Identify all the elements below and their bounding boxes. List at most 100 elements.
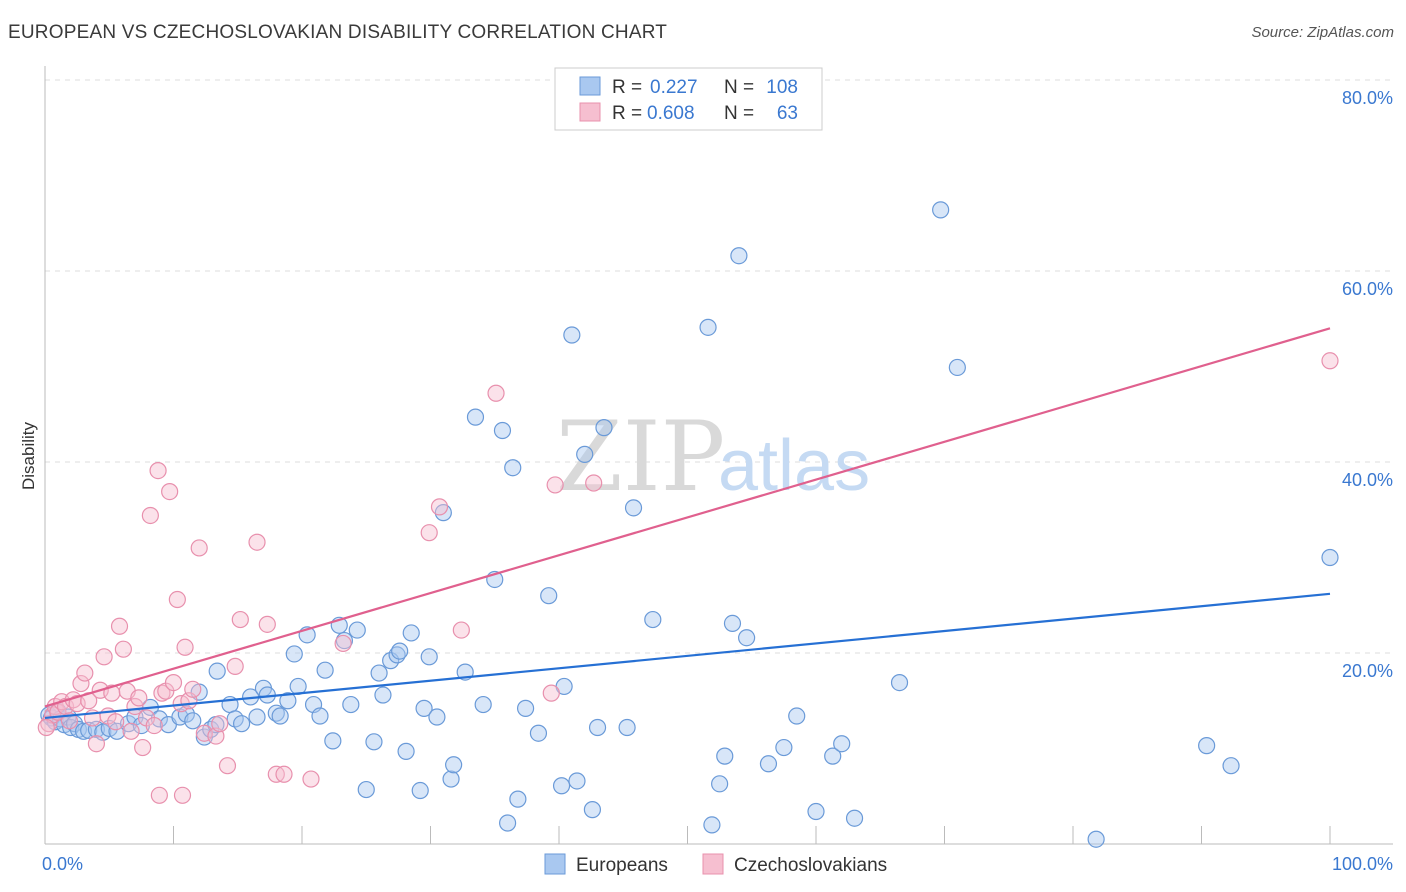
european-point — [499, 814, 517, 832]
european-point — [699, 318, 717, 336]
czechoslovakian-point — [161, 483, 179, 501]
legend-r-label: R = — [612, 103, 642, 124]
czechoslovakian-point — [420, 524, 438, 542]
legend-n-value: 108 — [766, 77, 798, 98]
legend-n-label: N = — [724, 77, 754, 98]
european-point — [342, 695, 360, 714]
european-point — [516, 699, 535, 717]
x-tick-label-min: 0.0% — [42, 854, 83, 874]
european-point — [474, 695, 492, 714]
czechoslovakians-swatch — [702, 853, 724, 875]
european-point — [624, 499, 643, 517]
european-point — [208, 662, 226, 680]
european-point — [397, 742, 415, 760]
european-point — [703, 816, 721, 834]
y-tick-label: 20.0% — [1342, 661, 1393, 681]
czechoslovakian-point — [275, 765, 293, 783]
european-point — [391, 642, 409, 660]
european-point — [711, 775, 729, 793]
czechoslovakian-point — [72, 674, 90, 693]
european-point — [420, 648, 438, 666]
european-point — [845, 809, 864, 827]
european-point — [493, 421, 512, 440]
czechoslovakians-trend-line — [44, 327, 1331, 708]
european-point — [285, 645, 303, 663]
chart-title: EUROPEAN VS CZECHOSLOVAKIAN DISABILITY C… — [8, 22, 668, 43]
watermark-atlas: atlas — [718, 426, 870, 506]
czechoslovakian-point — [110, 617, 129, 635]
european-point — [311, 707, 329, 725]
czechoslovakian-point — [546, 476, 564, 494]
european-point — [271, 707, 289, 725]
czechoslovakian-point — [173, 786, 192, 804]
european-point — [568, 772, 586, 790]
european-point — [415, 699, 433, 717]
european-point — [184, 712, 202, 730]
europeans-points — [40, 201, 1339, 848]
european-point — [759, 755, 778, 773]
european-point — [618, 718, 636, 737]
czechoslovakian-point — [145, 716, 163, 735]
czechoslovakian-point — [176, 638, 194, 656]
watermark-zip: ZIP — [556, 401, 725, 513]
european-point — [374, 686, 392, 704]
czechoslovakian-point — [248, 533, 266, 551]
series-legend: Europeans Czechoslovakians — [544, 853, 887, 876]
european-point — [576, 445, 594, 463]
czechoslovakian-point — [211, 715, 229, 733]
czechoslovakian-point — [218, 757, 237, 775]
czechoslovakian-point — [542, 684, 560, 702]
european-point — [324, 732, 342, 750]
legend-swatch-pink — [579, 102, 601, 122]
gridlines — [45, 79, 1393, 654]
european-point — [428, 708, 446, 726]
czechoslovakian-point — [76, 664, 94, 682]
european-point — [74, 722, 93, 740]
european-point — [177, 705, 195, 723]
european-point — [445, 756, 463, 774]
czechoslovakian-point — [107, 713, 125, 731]
czechoslovakian-point — [122, 722, 140, 740]
european-point — [509, 790, 527, 808]
czechoslovakian-point — [95, 648, 113, 666]
y-tick-label: 60.0% — [1342, 279, 1393, 299]
source-credit: Source: ZipAtlas.com — [1251, 24, 1394, 41]
european-point — [248, 708, 266, 726]
european-point — [948, 358, 966, 377]
european-point — [370, 664, 388, 682]
european-point — [504, 459, 522, 477]
european-point — [824, 747, 842, 765]
european-point — [788, 707, 806, 725]
czechoslovakian-point — [87, 735, 106, 753]
european-point — [563, 326, 581, 344]
czechoslovakian-point — [226, 657, 244, 675]
europeans-swatch — [544, 853, 566, 875]
europeans-trend-line — [44, 592, 1331, 720]
european-point — [233, 715, 251, 733]
legend-n-label: N = — [724, 103, 754, 124]
trend-lines — [44, 327, 1331, 720]
european-point — [644, 610, 662, 629]
european-point — [583, 801, 602, 819]
european-point — [932, 201, 950, 219]
czechoslovakian-point — [164, 674, 183, 692]
european-point — [833, 735, 851, 753]
x-tick-label-max: 100.0% — [1332, 854, 1393, 874]
legend-r-label: R = — [612, 77, 642, 98]
y-axis-label: Disability — [19, 421, 38, 490]
european-point — [357, 780, 375, 799]
european-point — [1321, 548, 1339, 567]
european-point — [595, 419, 613, 437]
european-point — [775, 738, 793, 757]
czechoslovakian-point — [114, 640, 132, 658]
european-point — [1198, 737, 1216, 755]
y-tick-label: 40.0% — [1342, 470, 1393, 490]
european-point — [348, 621, 366, 639]
european-point — [807, 802, 825, 821]
european-point — [279, 692, 297, 710]
czechoslovakian-point — [452, 621, 470, 639]
european-point — [738, 629, 756, 647]
european-point — [716, 747, 734, 765]
czechoslovakian-point — [231, 610, 249, 629]
european-point — [402, 624, 420, 642]
